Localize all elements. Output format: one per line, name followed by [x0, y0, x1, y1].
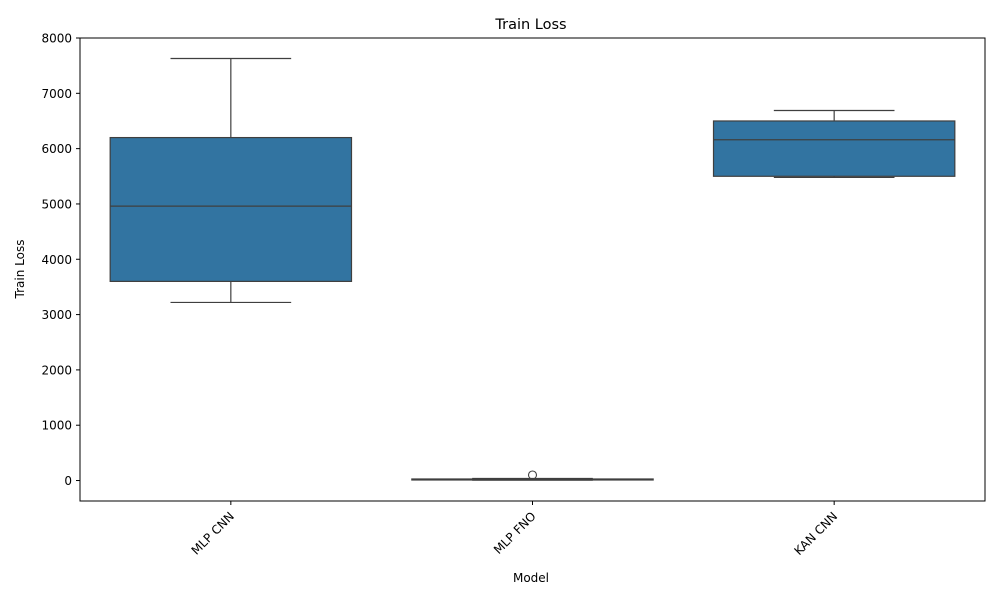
x-tick-label: MLP CNN — [189, 509, 237, 557]
x-tick-label: MLP FNO — [491, 509, 539, 557]
y-tick-label: 2000 — [41, 363, 72, 377]
box — [109, 136, 353, 282]
y-axis-label: Train Loss — [13, 240, 27, 300]
chart-title: Train Loss — [494, 17, 566, 33]
y-tick-label: 1000 — [41, 419, 72, 433]
box-group-mlp-fno — [411, 470, 654, 481]
y-tick-label: 5000 — [41, 197, 72, 211]
box-group-mlp-cnn — [109, 57, 353, 304]
x-tick-label: KAN CNN — [791, 509, 840, 558]
outlier-point — [527, 470, 538, 480]
y-tick-label: 4000 — [41, 253, 72, 267]
y-tick-label: 8000 — [41, 32, 72, 46]
box — [712, 120, 956, 177]
plot-area — [109, 57, 956, 481]
x-axis-label: Model — [513, 571, 549, 585]
box-group-kan-cnn — [712, 109, 956, 178]
y-tick-label: 7000 — [41, 87, 72, 101]
y-tick-label: 6000 — [41, 142, 72, 156]
y-tick-label: 0 — [64, 474, 72, 488]
y-tick-label: 3000 — [41, 308, 72, 322]
